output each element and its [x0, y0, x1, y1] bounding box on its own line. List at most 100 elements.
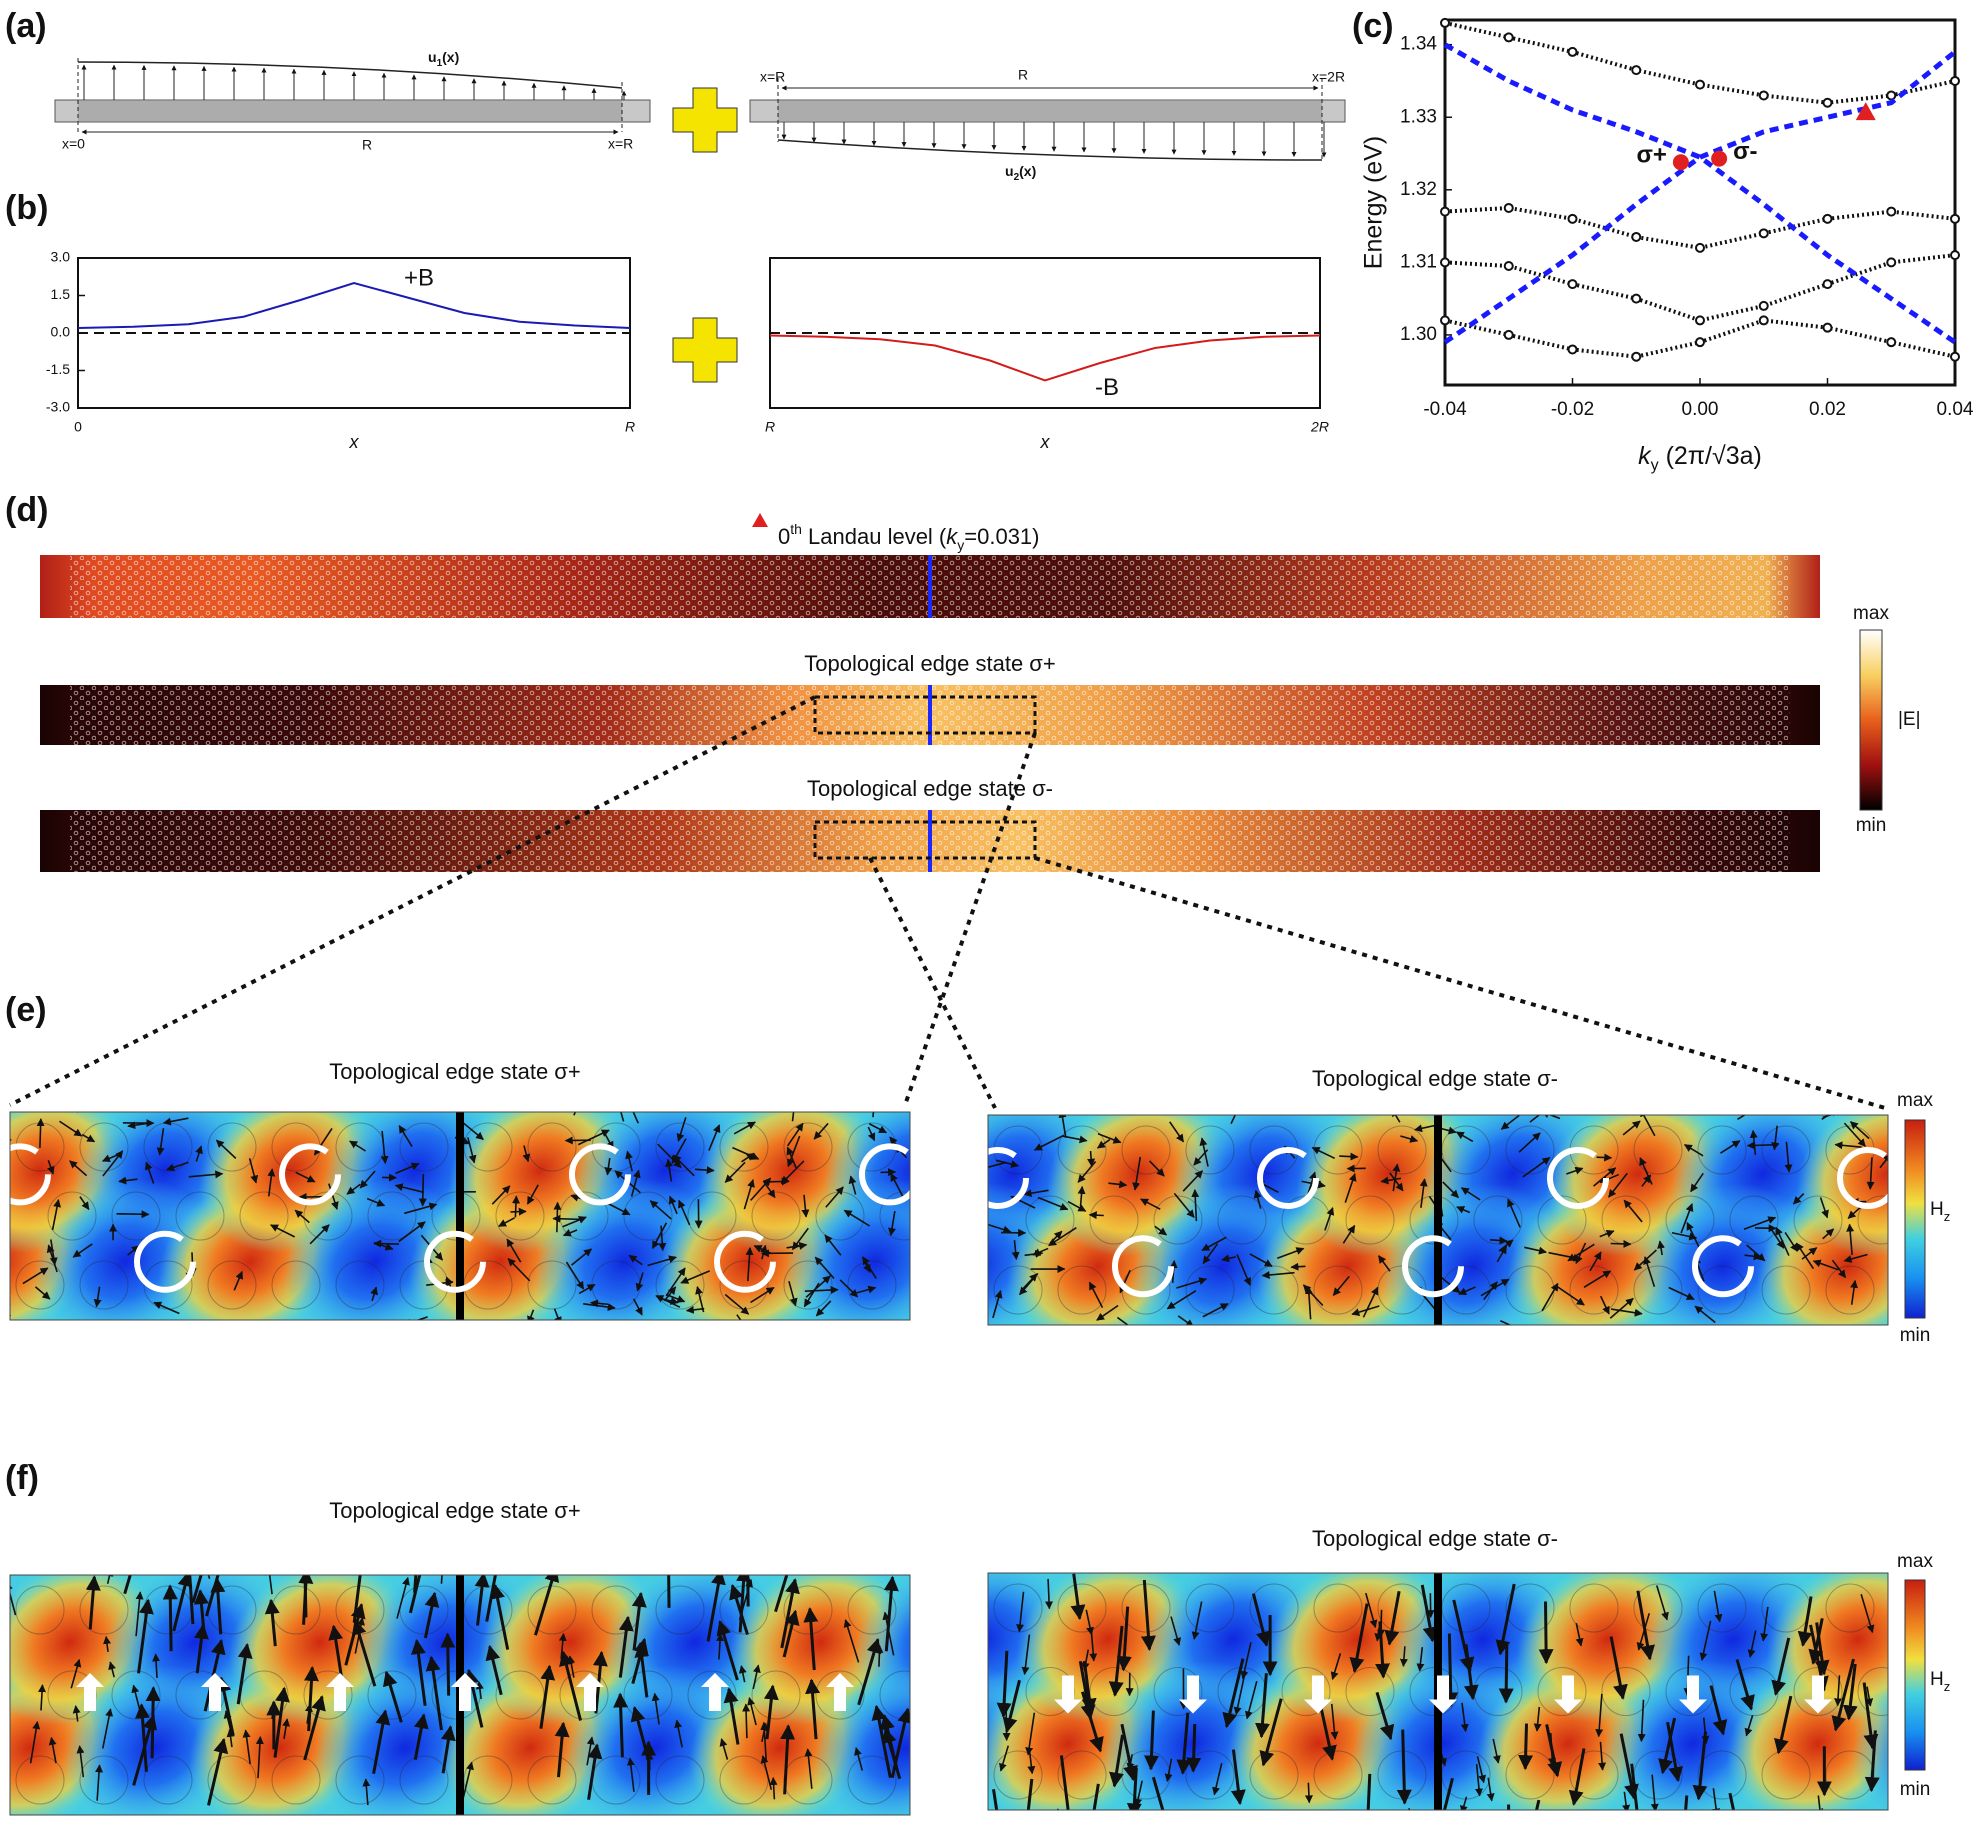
lattice-hole [1185, 1125, 1235, 1175]
field-arrow [1849, 1121, 1870, 1140]
field-arrow [1304, 1782, 1313, 1804]
field-arrow [1760, 1606, 1769, 1642]
y-tick-label: 0.0 [51, 324, 71, 340]
field-arrow [716, 1620, 739, 1681]
field-arrow [10, 1303, 12, 1320]
field-arrow [1332, 1275, 1350, 1296]
field-arrow [1808, 1618, 1824, 1665]
field-arrow [1108, 1180, 1128, 1189]
field-arrow [872, 1112, 875, 1118]
field-arrow [1276, 1247, 1305, 1260]
label-part: 2 [1014, 172, 1020, 183]
field-arrow [10, 1581, 17, 1616]
field-arrow [743, 1179, 755, 1210]
lattice-hole [143, 1755, 193, 1805]
field-arrow [72, 1705, 81, 1722]
field-arrow [506, 1238, 522, 1263]
field-arrow [351, 1619, 377, 1687]
lattice-hole [79, 1260, 129, 1310]
x-axis-label: x [1040, 432, 1051, 452]
polarization-arrow [1554, 1675, 1582, 1714]
field-border [9, 1574, 911, 1816]
field-arrow [1821, 1115, 1839, 1120]
series-line [1443, 49, 1957, 345]
lattice-hole [1537, 1667, 1587, 1716]
x-tick-label: 0.00 [1682, 399, 1719, 420]
field-arrow [1846, 1223, 1855, 1255]
field-arrow [205, 1575, 220, 1617]
field-arrow [1249, 1253, 1273, 1267]
lattice-hole [1729, 1195, 1779, 1245]
field-arrow [750, 1286, 775, 1304]
field-arrow [403, 1316, 428, 1320]
field-arrow [759, 1244, 768, 1260]
data-point [1503, 260, 1514, 271]
lattice-hole [15, 1260, 65, 1310]
field-arrow [1623, 1199, 1643, 1223]
colorbar-label: Hz [1930, 1669, 1950, 1694]
rotation-arrow [134, 1230, 196, 1293]
field-arrow [1747, 1630, 1757, 1658]
field-arrow [423, 1591, 440, 1639]
field-arrow [1610, 1239, 1632, 1248]
field-arrow [512, 1195, 520, 1218]
lattice-hole [1153, 1195, 1203, 1245]
field-arrow [1375, 1621, 1391, 1679]
field-arrow [630, 1169, 641, 1197]
field-arrow [233, 1270, 243, 1291]
field-arrow [1061, 1135, 1088, 1144]
rotation-arrow [424, 1230, 486, 1293]
field-arrow [1643, 1256, 1656, 1287]
field-arrow [193, 1589, 209, 1639]
lattice-hole [1185, 1583, 1235, 1633]
lattice-hole [1697, 1125, 1747, 1175]
field-arrow [123, 1575, 132, 1595]
field-arrow [440, 1632, 456, 1696]
field-arrow [93, 1286, 102, 1308]
field-arrow [814, 1256, 835, 1279]
field-arrow [1176, 1712, 1192, 1775]
data-point [1886, 90, 1897, 101]
field-arrow [632, 1112, 639, 1124]
beam-right [749, 78, 1346, 162]
data-point [1503, 202, 1514, 213]
field-arrow [1529, 1115, 1541, 1123]
field-arrow [264, 1598, 280, 1647]
field-arrow [1476, 1756, 1487, 1784]
field-arrow [475, 1681, 484, 1700]
field-arrow [102, 1708, 114, 1749]
field-arrow [1801, 1247, 1818, 1260]
lattice-hole [1665, 1195, 1715, 1245]
field-arrow [1486, 1777, 1495, 1802]
lattice-hole [1793, 1195, 1843, 1245]
field-arrow [655, 1295, 681, 1308]
field-arrow [995, 1159, 1020, 1169]
data-point [1950, 75, 1960, 86]
lattice-hole [1249, 1583, 1299, 1633]
position-label: x=R [760, 69, 785, 85]
colorbar [1859, 629, 1883, 811]
field-arrow [1657, 1240, 1666, 1256]
data-point [1822, 279, 1833, 290]
field-arrow [1442, 1181, 1459, 1199]
field-arrow [723, 1687, 740, 1745]
data-point [1758, 300, 1769, 311]
field-arrow [207, 1737, 229, 1806]
lattice-hole [527, 1260, 577, 1310]
field-arrow [625, 1150, 633, 1172]
field-arrow [1575, 1242, 1587, 1265]
field-arrow [267, 1168, 276, 1197]
field-arrow [1230, 1749, 1246, 1806]
lattice-hole [655, 1585, 705, 1635]
lattice-hole [655, 1755, 705, 1805]
field-arrow [786, 1122, 804, 1147]
field-arrow [102, 1150, 124, 1177]
lattice-hole [495, 1670, 545, 1720]
lattice-hole [1505, 1583, 1555, 1633]
field-arrow [1443, 1633, 1459, 1708]
data-point [1886, 257, 1897, 268]
field-arrow [373, 1241, 394, 1251]
lattice-hole [111, 1191, 161, 1241]
data-point [1758, 90, 1769, 101]
field-arrow [1212, 1763, 1223, 1796]
